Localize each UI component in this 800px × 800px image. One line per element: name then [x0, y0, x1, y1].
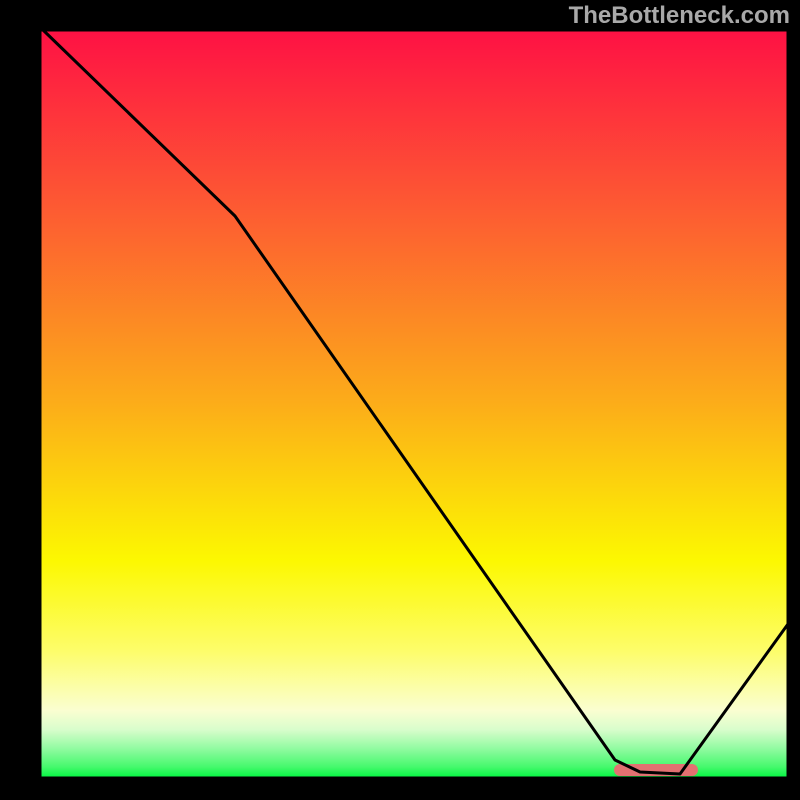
chart-container: TheBottleneck.com — [0, 0, 800, 800]
chart-svg — [0, 0, 800, 800]
plot-background — [40, 30, 788, 778]
watermark-text: TheBottleneck.com — [569, 2, 790, 30]
